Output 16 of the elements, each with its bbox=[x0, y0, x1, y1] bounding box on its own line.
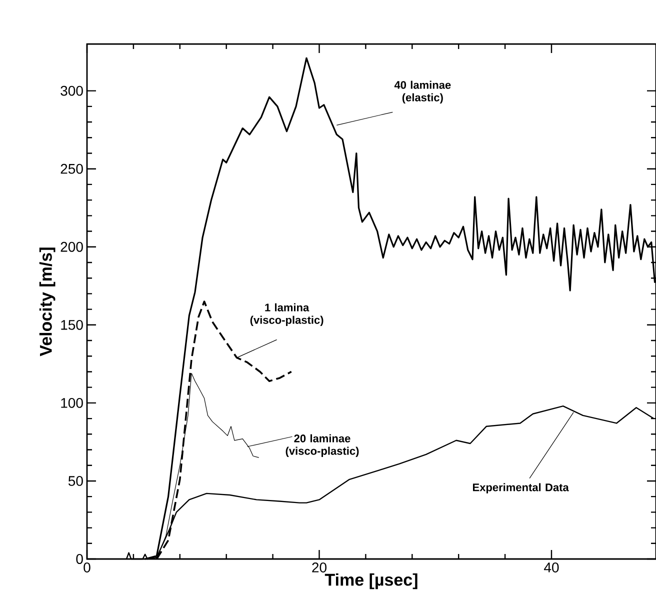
annotation: Experimental Data bbox=[472, 483, 569, 494]
y-tick-label: 250 bbox=[60, 164, 83, 174]
annotation: 40 laminae (elastic) bbox=[394, 80, 451, 104]
y-axis-title: Velocity [m/s] bbox=[39, 248, 56, 356]
y-tick-label: 200 bbox=[60, 242, 83, 252]
y-tick-label: 50 bbox=[68, 476, 83, 486]
x-tick-label: 0 bbox=[84, 562, 90, 572]
x-axis-title: Time [µsec] bbox=[324, 573, 418, 590]
y-tick-label: 100 bbox=[61, 398, 83, 408]
annotation: 20 laminae (visco-plastic) bbox=[286, 434, 359, 458]
y-tick-label: 150 bbox=[61, 320, 83, 330]
y-tick-label: 300 bbox=[60, 86, 83, 96]
y-tick-label: 0 bbox=[76, 554, 83, 564]
annotation: 1 lamina (visco-plastic) bbox=[250, 303, 324, 326]
x-tick-label: 40 bbox=[544, 562, 559, 572]
x-tick-label: 20 bbox=[312, 562, 326, 572]
